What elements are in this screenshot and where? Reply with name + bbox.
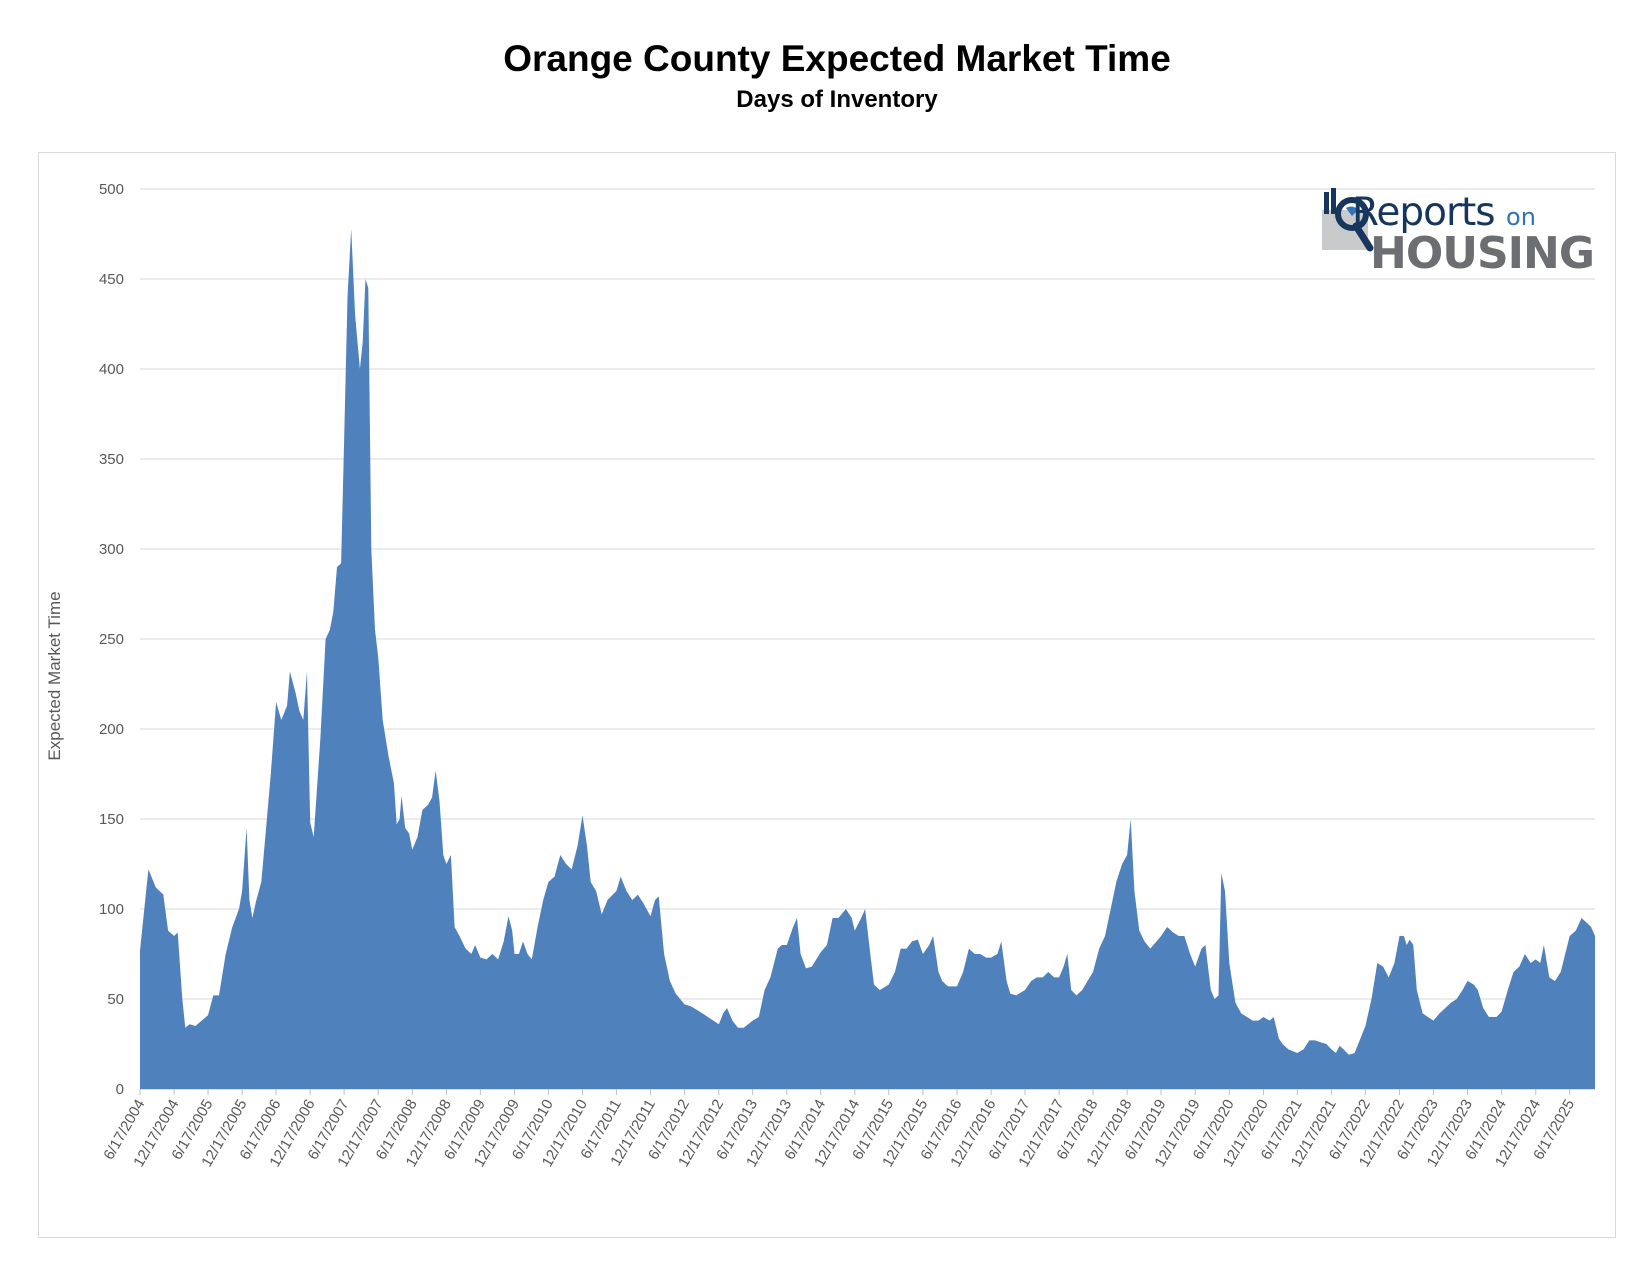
gridlines — [140, 188, 1595, 1090]
y-tick-label: 400 — [99, 361, 124, 378]
y-tick-label: 250 — [99, 631, 124, 648]
y-tick-label: 450 — [99, 271, 124, 288]
y-tick-label: 500 — [99, 181, 124, 198]
y-tick-label: 0 — [116, 1081, 124, 1098]
chart-title: Orange County Expected Market Time — [503, 38, 1171, 79]
chart-subtitle: Days of Inventory — [736, 86, 938, 113]
y-axis-ticks: 0 50 100 150 200 250 300 350 400 450 500 — [99, 181, 124, 1098]
y-tick-label: 350 — [99, 451, 124, 468]
reports-on-housing-logo: Reports on HOUSING — [1322, 188, 1595, 279]
x-axis-ticks: 6/17/200412/17/20046/17/200512/17/20056/… — [100, 1089, 1578, 1170]
logo-text-on: on — [1506, 203, 1536, 231]
logo-text-reports: Reports on — [1352, 190, 1536, 235]
logo-text-housing: HOUSING — [1370, 228, 1595, 279]
chart-frame — [38, 152, 1616, 1238]
y-tick-label: 50 — [107, 991, 124, 1008]
y-tick-label: 200 — [99, 721, 124, 738]
y-tick-label: 300 — [99, 541, 124, 558]
magnifier-logo-icon — [1322, 188, 1374, 252]
y-axis-label: Expected Market Time — [45, 591, 64, 760]
area-series — [140, 228, 1595, 1090]
y-tick-label: 100 — [99, 901, 124, 918]
y-tick-label: 150 — [99, 811, 124, 828]
area-series-days-of-inventory — [140, 228, 1595, 1090]
